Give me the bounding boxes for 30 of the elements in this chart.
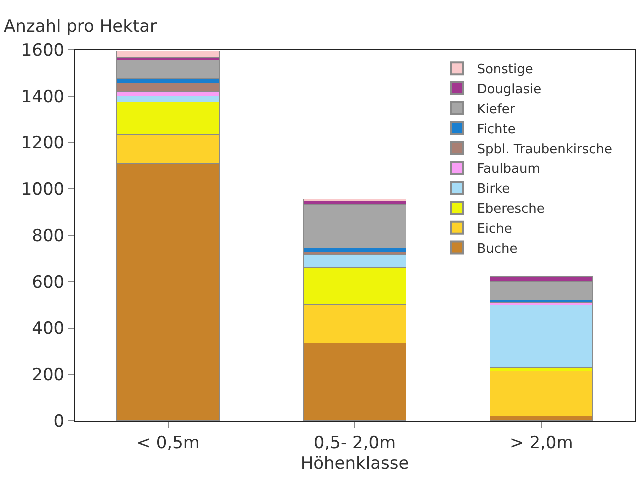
- legend-label: Eiche: [477, 222, 512, 237]
- legend-label: Faulbaum: [477, 162, 540, 178]
- bar: [490, 304, 594, 368]
- x-tick-label: > 2,0m: [510, 433, 574, 454]
- bar: [116, 60, 220, 80]
- y-tick-label: 600: [32, 272, 65, 293]
- legend-label: Spbl. Traubenkirsche: [477, 142, 613, 158]
- legend-label: Buche: [477, 242, 518, 257]
- y-tick-label: 1400: [21, 87, 65, 108]
- y-tick-label: 1200: [21, 134, 65, 154]
- x-tick-label: 0,5- 2,0m: [314, 433, 396, 454]
- y-tick-label: 0: [54, 412, 65, 432]
- x-axis-title: Höhenklasse: [300, 454, 410, 474]
- legend-label: Birke: [477, 182, 510, 198]
- bar: [303, 204, 407, 249]
- y-axis-title: Anzahl pro Hektar: [4, 17, 158, 37]
- legend-label: Douglasie: [477, 82, 542, 98]
- y-tick-label: 1600: [21, 40, 65, 61]
- x-tick-label: < 0,5m: [136, 433, 200, 454]
- bar: [490, 370, 594, 417]
- bar: [116, 82, 220, 92]
- y-tick-label: 800: [32, 226, 65, 246]
- y-tick-label: 1000: [21, 180, 65, 200]
- y-tick-label: 400: [32, 319, 65, 340]
- legend-label: Kiefer: [477, 102, 516, 118]
- legend-label: Fichte: [477, 122, 516, 138]
- legend-label: Eberesche: [477, 202, 545, 218]
- legend-label: Sonstige: [477, 62, 534, 78]
- y-tick-label: 200: [32, 366, 65, 386]
- bar: [116, 50, 220, 58]
